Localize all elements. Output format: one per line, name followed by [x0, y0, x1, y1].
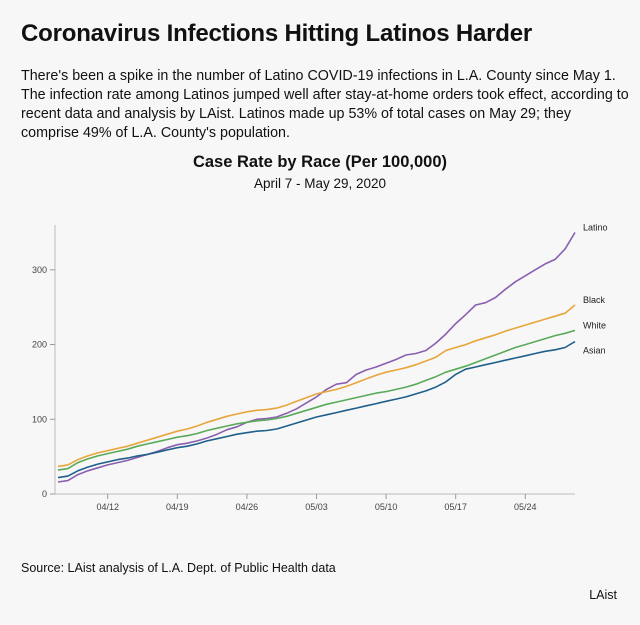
- series-label-latino: Latino: [583, 222, 608, 232]
- headline: Coronavirus Infections Hitting Latinos H…: [21, 20, 533, 47]
- chart-series-labels: Latino Black White Asian: [583, 222, 608, 355]
- source-note: Source: LAist analysis of L.A. Dept. of …: [21, 561, 336, 575]
- x-tick-label: 04/19: [166, 502, 189, 512]
- series-label-asian: Asian: [583, 346, 606, 356]
- x-tick-label: 05/10: [375, 502, 398, 512]
- x-tick-label: 05/24: [514, 502, 537, 512]
- series-line-white: [57, 329, 576, 471]
- x-tick-label: 04/12: [96, 502, 119, 512]
- series-line-black: [57, 304, 576, 468]
- series-label-black: Black: [583, 295, 606, 305]
- x-tick-label: 05/03: [305, 502, 328, 512]
- y-tick-label: 300: [32, 265, 47, 275]
- chart-axes: 0 100 200 300 04/12 04/19 04/26 05/03 05/10 05/17…: [32, 225, 575, 512]
- chart-subtitle: April 7 - May 29, 2020: [253, 176, 387, 191]
- series-line-asian: [57, 340, 576, 479]
- chart-title: Case Rate by Race (Per 100,000): [192, 153, 448, 171]
- y-tick-label: 100: [32, 414, 47, 424]
- y-tick-label: 0: [42, 489, 47, 499]
- deck-paragraph: There's been a spike in the number of La…: [21, 68, 629, 141]
- credit-label: LAist: [589, 588, 617, 602]
- x-tick-label: 04/26: [236, 502, 259, 512]
- x-tick-label: 05/17: [444, 502, 467, 512]
- series-label-white: White: [583, 320, 606, 330]
- chart-lines: [57, 232, 576, 483]
- y-tick-label: 200: [32, 340, 47, 350]
